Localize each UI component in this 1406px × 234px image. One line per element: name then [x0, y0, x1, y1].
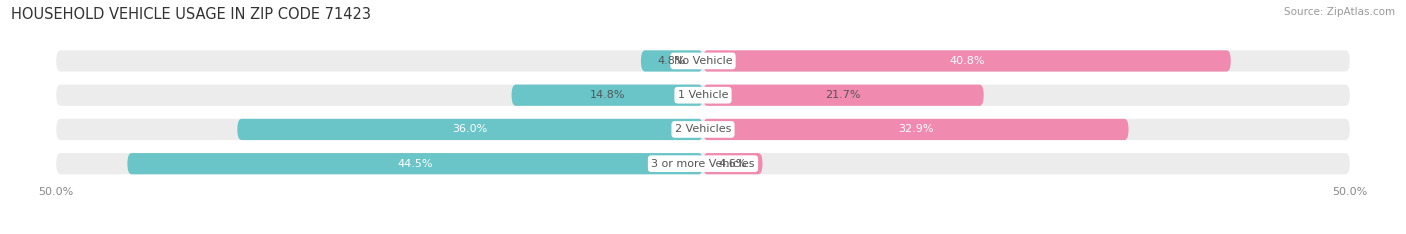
- FancyBboxPatch shape: [56, 119, 1350, 140]
- Text: Source: ZipAtlas.com: Source: ZipAtlas.com: [1284, 7, 1395, 17]
- Text: 4.6%: 4.6%: [718, 159, 747, 169]
- Text: HOUSEHOLD VEHICLE USAGE IN ZIP CODE 71423: HOUSEHOLD VEHICLE USAGE IN ZIP CODE 7142…: [11, 7, 371, 22]
- Text: 44.5%: 44.5%: [398, 159, 433, 169]
- FancyBboxPatch shape: [56, 153, 1350, 174]
- Text: 32.9%: 32.9%: [898, 124, 934, 135]
- Text: No Vehicle: No Vehicle: [673, 56, 733, 66]
- FancyBboxPatch shape: [641, 50, 703, 72]
- Text: 4.8%: 4.8%: [658, 56, 686, 66]
- Text: 1 Vehicle: 1 Vehicle: [678, 90, 728, 100]
- Text: 21.7%: 21.7%: [825, 90, 860, 100]
- Text: 36.0%: 36.0%: [453, 124, 488, 135]
- FancyBboxPatch shape: [238, 119, 703, 140]
- FancyBboxPatch shape: [703, 119, 1129, 140]
- FancyBboxPatch shape: [703, 50, 1230, 72]
- FancyBboxPatch shape: [56, 50, 1350, 72]
- FancyBboxPatch shape: [128, 153, 703, 174]
- Text: 40.8%: 40.8%: [949, 56, 984, 66]
- Text: 2 Vehicles: 2 Vehicles: [675, 124, 731, 135]
- Text: 14.8%: 14.8%: [589, 90, 626, 100]
- FancyBboxPatch shape: [512, 84, 703, 106]
- FancyBboxPatch shape: [703, 153, 762, 174]
- Text: 3 or more Vehicles: 3 or more Vehicles: [651, 159, 755, 169]
- FancyBboxPatch shape: [703, 84, 984, 106]
- FancyBboxPatch shape: [56, 84, 1350, 106]
